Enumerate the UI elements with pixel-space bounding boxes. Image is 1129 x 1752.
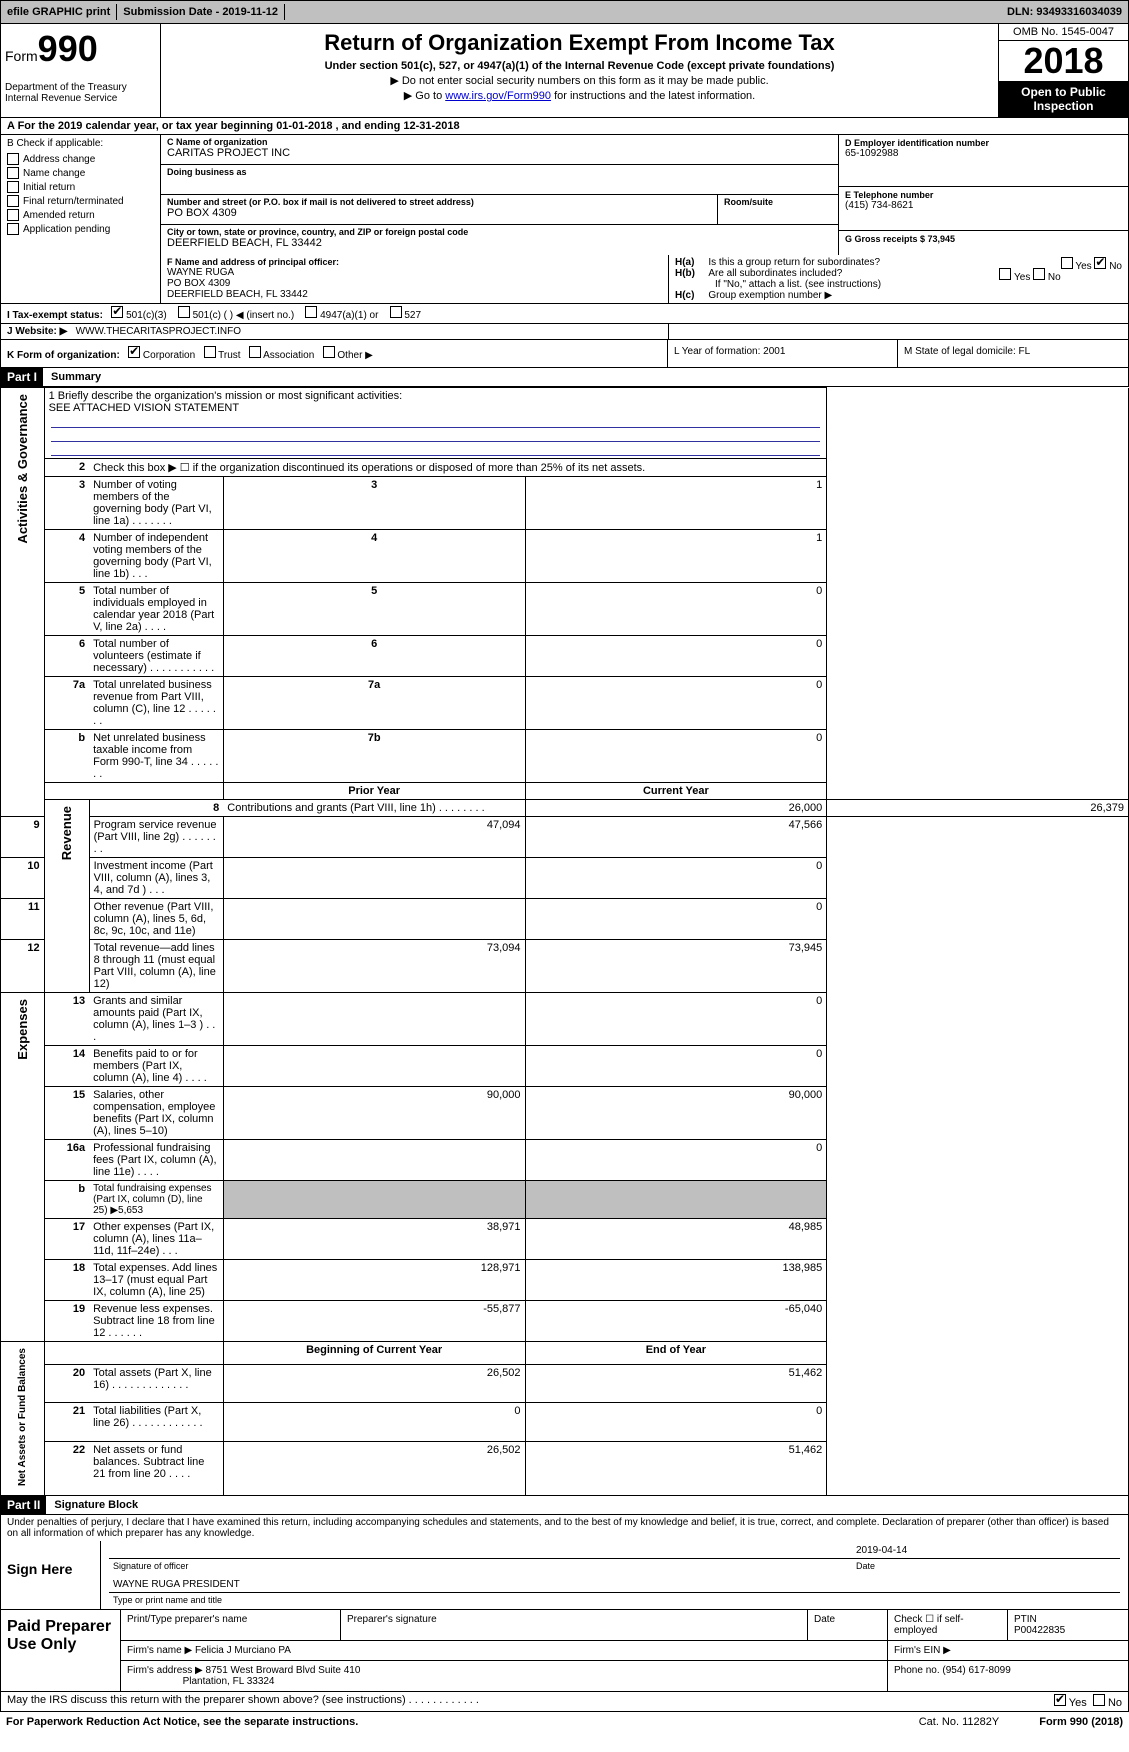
phone-val: (415) 734-8621 — [845, 200, 1122, 211]
topbar: efile GRAPHIC print Submission Date - 20… — [0, 0, 1129, 24]
addr-label: Number and street (or P.O. box if mail i… — [167, 197, 711, 207]
paid-preparer-label: Paid Preparer Use Only — [1, 1610, 121, 1691]
dba-label: Doing business as — [167, 167, 832, 177]
omb-number: OMB No. 1545-0047 — [999, 24, 1128, 41]
check-final-return[interactable]: Final return/terminated — [1, 194, 160, 208]
row-a-tax-year: A For the 2019 calendar year, or tax yea… — [0, 118, 1129, 135]
signature-section: Under penalties of perjury, I declare th… — [0, 1515, 1129, 1610]
b-header: B Check if applicable: — [1, 135, 160, 152]
c-label: C Name of organization — [167, 137, 832, 147]
l-year-formation: L Year of formation: 2001 — [668, 340, 898, 367]
tax-year: 2018 — [999, 41, 1128, 81]
perjury-text: Under penalties of perjury, I declare th… — [1, 1515, 1128, 1541]
org-name: CARITAS PROJECT INC — [167, 147, 832, 159]
form-title: Return of Organization Exempt From Incom… — [171, 30, 988, 56]
vtab-net-assets: Net Assets or Fund Balances — [17, 1344, 28, 1490]
section-bcdeg: B Check if applicable: Address change Na… — [0, 135, 1129, 255]
check-initial-return[interactable]: Initial return — [1, 180, 160, 194]
sign-here-label: Sign Here — [1, 1541, 101, 1609]
vtab-revenue: Revenue — [59, 802, 74, 864]
line2: Check this box ▶ ☐ if the organization d… — [89, 459, 827, 477]
city-val: DEERFIELD BEACH, FL 33442 — [167, 237, 832, 249]
line1-label: 1 Briefly describe the organization's mi… — [49, 390, 403, 402]
room-label: Room/suite — [724, 197, 832, 207]
officer-addr2: DEERFIELD BEACH, FL 33442 — [167, 289, 662, 300]
form-ref: Form 990 (2018) — [1039, 1716, 1123, 1728]
form-number: Form990 — [5, 28, 156, 70]
check-app-pending[interactable]: Application pending — [1, 222, 160, 236]
header-sub1: Under section 501(c), 527, or 4947(a)(1)… — [171, 60, 988, 72]
irs-link[interactable]: www.irs.gov/Form990 — [445, 90, 551, 102]
check-amended[interactable]: Amended return — [1, 208, 160, 222]
open-public-badge: Open to Public Inspection — [999, 81, 1128, 117]
d-label: D Employer identification number — [845, 138, 1122, 148]
section-f-h: F Name and address of principal officer:… — [0, 255, 1129, 304]
dept-treasury: Department of the Treasury Internal Reve… — [5, 82, 156, 104]
header-sub2: ▶ Do not enter social security numbers o… — [171, 74, 988, 87]
vtab-governance: Activities & Governance — [15, 390, 30, 548]
hc-row: H(c) Group exemption number ▶ — [675, 290, 1122, 301]
ein-val: 65-1092988 — [845, 148, 1122, 159]
check-address-change[interactable]: Address change — [1, 152, 160, 166]
m-state-domicile: M State of legal domicile: FL — [898, 340, 1128, 367]
dln: DLN: 93493316034039 — [1001, 4, 1128, 20]
vtab-expenses: Expenses — [15, 995, 30, 1064]
city-label: City or town, state or province, country… — [167, 227, 832, 237]
paid-preparer-section: Paid Preparer Use Only Print/Type prepar… — [0, 1610, 1129, 1692]
line1-val: SEE ATTACHED VISION STATEMENT — [49, 402, 240, 414]
check-name-change[interactable]: Name change — [1, 166, 160, 180]
part2-header: Part II Signature Block — [0, 1496, 1129, 1515]
header-sub3: ▶ Go to www.irs.gov/Form990 for instruct… — [171, 89, 988, 102]
part1-header: Part I Summary — [0, 368, 1129, 387]
row-j: J Website: ▶ WWW.THECARITASPROJECT.INFO — [0, 324, 1129, 340]
e-label: E Telephone number — [845, 190, 1122, 200]
row-i: I Tax-exempt status: 501(c)(3) 501(c) ( … — [0, 304, 1129, 324]
bottom-line: For Paperwork Reduction Act Notice, see … — [0, 1712, 1129, 1732]
submission-date: Submission Date - 2019-11-12 — [117, 4, 285, 20]
ha-row: H(a) Is this a group return for subordin… — [675, 257, 1122, 268]
efile-label: efile GRAPHIC print — [1, 4, 117, 20]
officer-addr1: PO BOX 4309 — [167, 278, 662, 289]
irs-discuss-row: May the IRS discuss this return with the… — [0, 1692, 1129, 1712]
hb-row: H(b) Are all subordinates included? Yes … — [675, 268, 1122, 279]
addr-val: PO BOX 4309 — [167, 207, 711, 219]
row-klm: K Form of organization: Corporation Trus… — [0, 340, 1129, 368]
form-header: Form990 Department of the Treasury Inter… — [0, 24, 1129, 118]
officer-name: WAYNE RUGA — [167, 267, 662, 278]
f-label: F Name and address of principal officer: — [167, 257, 662, 267]
summary-table: Activities & Governance 1 Briefly descri… — [0, 387, 1129, 1496]
g-label: G Gross receipts $ 73,945 — [845, 234, 1122, 244]
